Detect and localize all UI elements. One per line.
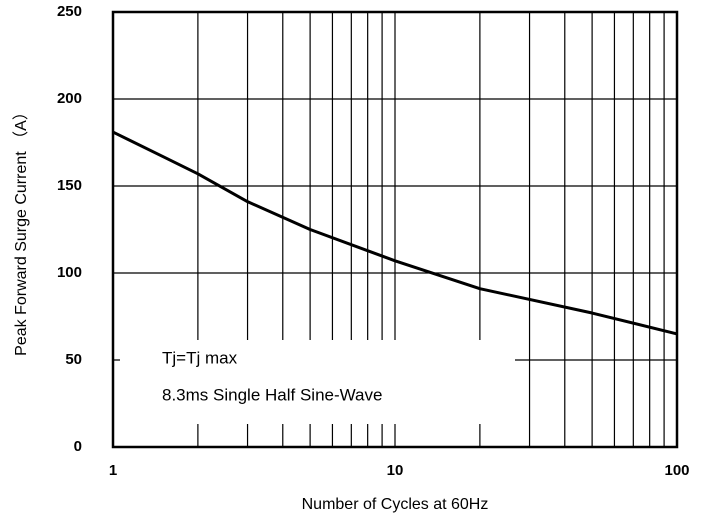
y-tick-label: 150 — [57, 177, 82, 194]
y-tick-label: 250 — [57, 3, 82, 20]
plot-border — [111, 10, 679, 449]
annotation-box — [120, 340, 515, 424]
y-tick-label: 0 — [74, 438, 82, 455]
annotation: 8.3ms Single Half Sine-Wave — [162, 385, 382, 404]
y-tick-label: 50 — [65, 351, 82, 368]
x-tick-label: 1 — [109, 462, 117, 479]
annotation: Tj=Tj max — [162, 348, 238, 367]
y-axis-label: Peak Forward Surge Current （A） — [12, 104, 30, 356]
y-tick-label: 100 — [57, 264, 82, 281]
y-tick-label: 200 — [57, 90, 82, 107]
x-tick-label: 100 — [664, 462, 689, 479]
x-tick-label: 10 — [387, 462, 404, 479]
series-line — [112, 130, 678, 336]
x-axis-label: Number of Cycles at 60Hz — [302, 496, 489, 513]
